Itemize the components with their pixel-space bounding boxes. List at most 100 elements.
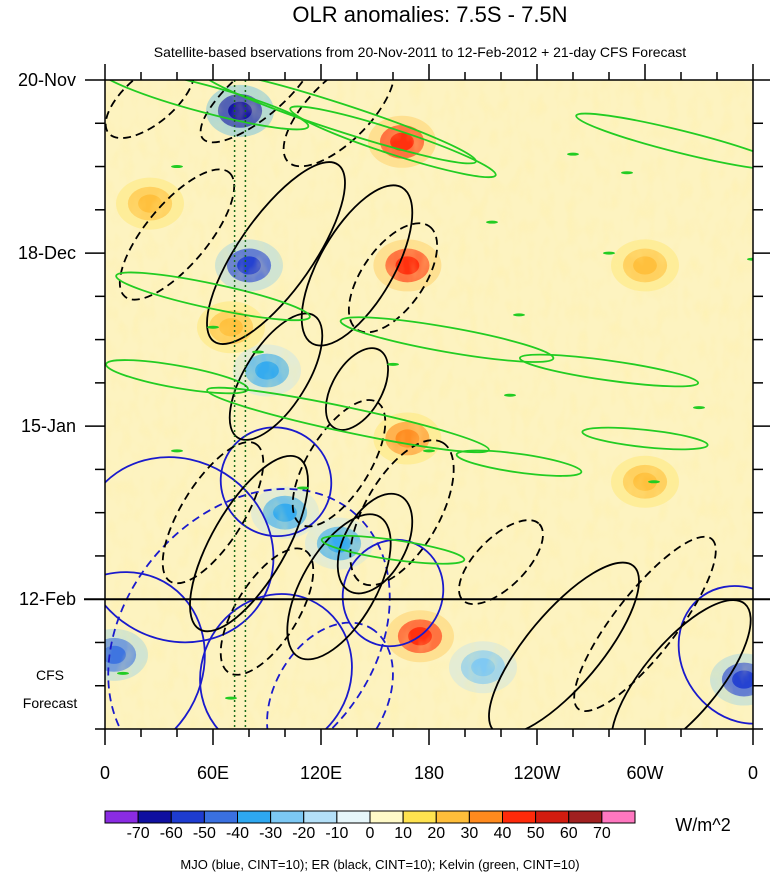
colorbar-label: -60: [160, 825, 183, 842]
x-tick-label: 180: [414, 763, 444, 783]
kelvin-contour-fragment: [117, 671, 129, 675]
colorbar-label: -20: [292, 825, 315, 842]
er-contour: [610, 599, 752, 729]
colorbar-units: W/m^2: [675, 815, 730, 835]
er-contour: [282, 80, 396, 168]
colorbar-swatch: [203, 810, 238, 824]
kelvin-contour: [455, 449, 583, 477]
er-contour: [219, 547, 315, 676]
chart-title: OLR anomalies: 7.5S - 7.5N: [292, 2, 567, 27]
x-tick-label: 60E: [197, 763, 229, 783]
kelvin-contour-fragment: [513, 313, 525, 317]
kelvin-contour-fragment: [603, 251, 615, 255]
kelvin-contour-fragment: [207, 325, 219, 329]
er-contour: [189, 454, 309, 633]
kelvin-contour-fragment: [567, 152, 579, 156]
colorbar-label: 40: [494, 825, 512, 842]
colorbar-swatch: [303, 810, 338, 824]
colorbar-label: 60: [560, 825, 578, 842]
kelvin-contour: [339, 316, 555, 363]
colorbar-swatch: [137, 810, 172, 824]
colorbar-swatch: [468, 810, 503, 824]
kelvin-contour: [206, 386, 490, 454]
x-axis: 0 60E 120E 180 120W 60W 0: [100, 64, 758, 783]
er-contour: [336, 492, 414, 595]
er-contour: [573, 535, 717, 713]
colorbar-swatch: [104, 810, 139, 824]
kelvin-contour-fragment: [621, 171, 633, 175]
colorbar-label: -70: [127, 825, 150, 842]
colorbar-swatch: [601, 810, 636, 824]
er-contours: [105, 80, 752, 729]
kelvin-contour-fragment: [504, 393, 516, 397]
y-tick-label: 20-Nov: [18, 70, 76, 90]
er-contour: [325, 347, 389, 431]
colorbar-swatch: [435, 810, 470, 824]
kelvin-contour-fragment: [423, 449, 435, 453]
mjo-contour: [266, 621, 394, 729]
x-tick-label: 60W: [626, 763, 663, 783]
colorbar-label: -50: [193, 825, 216, 842]
colorbar-swatch: [535, 810, 570, 824]
colorbar-label: 30: [460, 825, 478, 842]
kelvin-contour: [575, 112, 753, 171]
colorbar-label: 0: [366, 825, 375, 842]
colorbar-label: -30: [259, 825, 282, 842]
kelvin-contours: [105, 80, 753, 700]
er-contour: [286, 513, 392, 661]
colorbar-swatch: [402, 810, 437, 824]
field-texture: [105, 80, 753, 729]
kelvin-contour: [320, 534, 466, 565]
dotted-reference-lines: [233, 80, 247, 729]
forecast-label-line2: Forecast: [23, 695, 78, 711]
kelvin-contour: [518, 353, 700, 388]
kelvin-contour: [289, 105, 497, 179]
colorbar: -70 -60 -50 -40 -30 -20 -10 0 10 20 30 40 50 60 70: [104, 810, 636, 842]
mjo-contour: [219, 426, 333, 538]
filters-caption: MJO (blue, CINT=10); ER (black, CINT=10)…: [180, 857, 579, 872]
x-tick-label: 0: [748, 763, 758, 783]
er-contour: [347, 222, 439, 334]
colorbar-swatch: [336, 810, 371, 824]
kelvin-contour: [581, 426, 709, 451]
kelvin-contour: [105, 80, 310, 131]
forecast-label-line1: CFS: [36, 667, 64, 683]
y-axis: 20-Nov 18-Dec 15-Jan 12-Feb: [18, 70, 770, 730]
colorbar-swatch: [270, 810, 305, 824]
mjo-contour: [105, 456, 275, 644]
colorbar-swatch: [502, 810, 537, 824]
x-tick-label: 120E: [300, 763, 342, 783]
mjo-contour: [199, 593, 353, 729]
y-tick-label: 18-Dec: [18, 243, 76, 263]
er-contour: [300, 184, 414, 347]
er-contour: [488, 561, 640, 729]
er-contour: [228, 312, 324, 441]
colorbar-swatch: [568, 810, 603, 824]
kelvin-contour-fragment: [297, 486, 309, 490]
colorbar-swatch: [237, 810, 272, 824]
colorbar-swatch: [170, 810, 205, 824]
chart-subtitle: Satellite-based bservations from 20-Nov-…: [154, 44, 687, 60]
kelvin-contour-fragment: [252, 350, 264, 354]
mjo-contour: [107, 488, 391, 729]
x-tick-label: 0: [100, 763, 110, 783]
er-contour: [199, 80, 317, 144]
er-contour: [291, 399, 387, 528]
kelvin-contour-fragment: [171, 165, 183, 169]
kelvin-contour-fragment: [747, 257, 753, 261]
plot-area: [105, 80, 753, 729]
kelvin-contour: [115, 271, 311, 322]
mjo-contours: [105, 426, 753, 729]
kelvin-contour-fragment: [693, 406, 705, 410]
mjo-contour: [677, 585, 753, 725]
kelvin-contour-fragment: [171, 449, 183, 453]
colorbar-label: 10: [394, 825, 412, 842]
mjo-contour: [105, 571, 206, 729]
er-contour: [161, 441, 265, 585]
y-tick-label: 15-Jan: [21, 416, 76, 436]
y-tick-label: 12-Feb: [19, 589, 76, 609]
colorbar-label: 20: [427, 825, 445, 842]
er-contour: [458, 519, 544, 606]
colorbar-label: -10: [325, 825, 348, 842]
colorbar-label: 70: [593, 825, 611, 842]
